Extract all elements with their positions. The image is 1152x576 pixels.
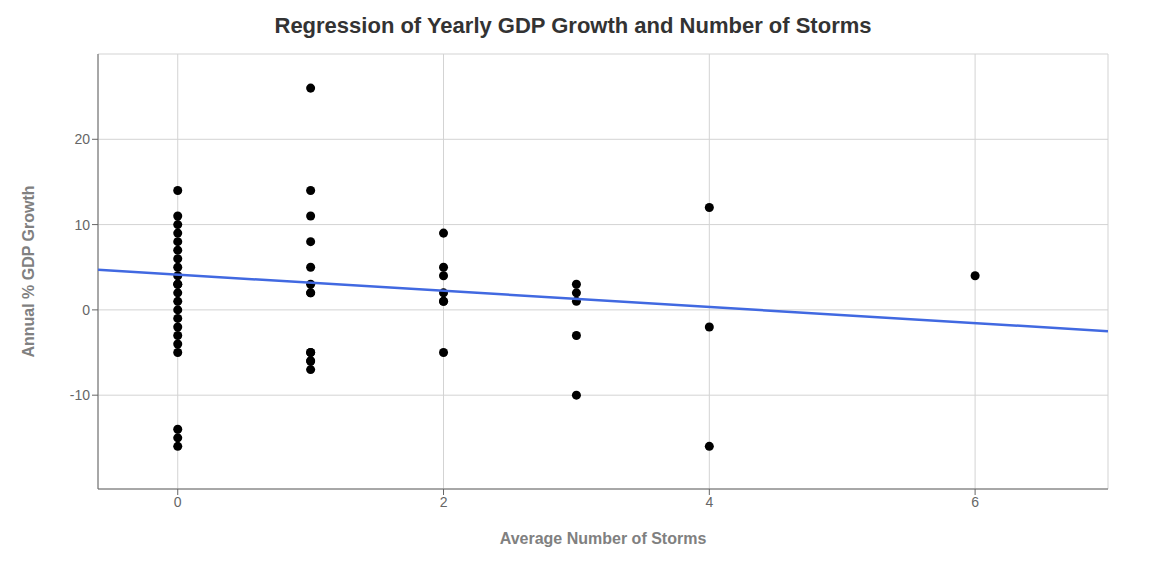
html-text:Regression of Yearly GDP Growt: Regression of Yearly GDP Growth and Numb… — [274, 13, 872, 38]
svg-text:0: 0 — [82, 302, 90, 318]
svg-text:2: 2 — [440, 494, 448, 510]
svg-text:6: 6 — [971, 494, 979, 510]
svg-text:0: 0 — [174, 494, 182, 510]
svg-text:20: 20 — [74, 131, 90, 147]
svg-text:-10: -10 — [70, 387, 90, 403]
svg-text:4: 4 — [705, 494, 713, 510]
svg-text:Annual % GDP Growth: Annual % GDP Growth — [20, 185, 37, 357]
svg-text:Average Number of Storms: Average Number of Storms — [500, 530, 707, 547]
svg-text:10: 10 — [74, 217, 90, 233]
